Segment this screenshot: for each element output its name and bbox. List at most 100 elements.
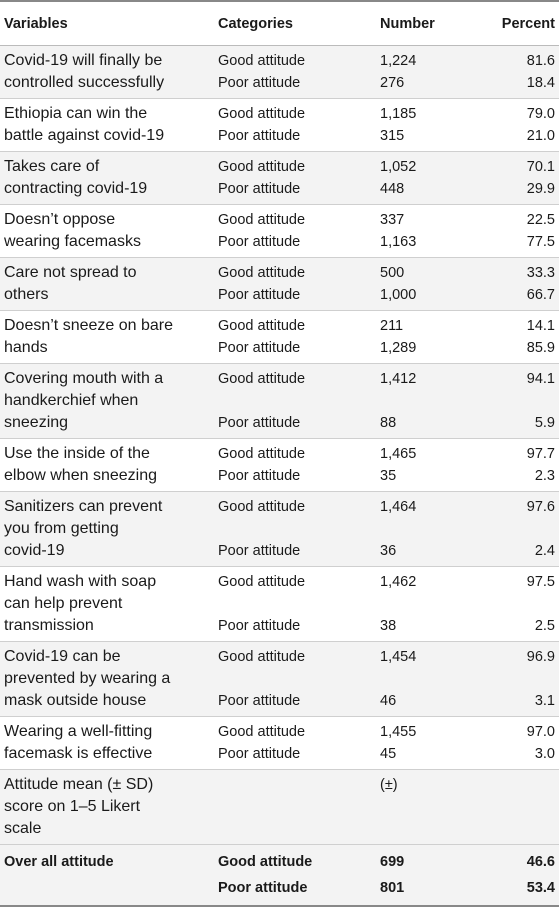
category-group: Good attitude 1,412 94.1 Poor attitude 88 5.9 bbox=[215, 368, 559, 434]
variable-line: Sanitizers can prevent bbox=[4, 498, 163, 515]
category-cell bbox=[215, 774, 378, 796]
percent-cell: 85.9 bbox=[526, 340, 555, 356]
header-variables: Variables bbox=[4, 15, 68, 32]
category-row: Poor attitude 45 3.0 bbox=[215, 743, 559, 765]
category-group: Good attitude 1,464 97.6 Poor attitude 36 2.4 bbox=[215, 496, 559, 562]
percent-cell: 79.0 bbox=[526, 106, 555, 122]
category-cell: Good attitude bbox=[218, 446, 306, 462]
category-cell: Good attitude bbox=[218, 371, 306, 387]
table-row: Sanitizers can prevent you from getting co… bbox=[0, 492, 559, 567]
variable-line: Use the inside of the bbox=[4, 445, 150, 462]
table-row: Care not spread to others Good attitude 500… bbox=[0, 258, 559, 311]
number-cell: 801 bbox=[380, 880, 405, 896]
variable-line: prevented by wearing a bbox=[4, 670, 171, 687]
variable-line: covid-19 bbox=[4, 542, 65, 559]
number-cell: 88 bbox=[380, 415, 397, 431]
number-cell: 500 bbox=[380, 265, 405, 281]
variable-cell: Sanitizers can prevent you from getting co… bbox=[0, 496, 215, 562]
variable-cell: Wearing a well-fitting facemask is effect… bbox=[0, 721, 215, 765]
category-row: Good attitude 1,462 97.5 bbox=[215, 571, 559, 593]
variable-line: battle against covid-19 bbox=[4, 127, 165, 144]
variable-cell: Covid-19 will finally be controlled succe… bbox=[0, 50, 215, 94]
table-header: Variables Categories Number Percent bbox=[0, 0, 559, 46]
percent-cell: 2.4 bbox=[534, 543, 555, 559]
variable-line: can help prevent bbox=[4, 595, 123, 612]
variable-line: you from getting bbox=[4, 520, 119, 537]
category-cell: Poor attitude bbox=[218, 340, 301, 356]
number-cell: 1,462 bbox=[380, 574, 417, 590]
number-cell: 1,464 bbox=[380, 499, 417, 515]
variable-line: mask outside house bbox=[4, 692, 147, 709]
category-group: Good attitude 1,455 97.0 Poor attitude 45 3.0 bbox=[215, 721, 559, 765]
table-row: Wearing a well-fitting facemask is effect… bbox=[0, 717, 559, 770]
variable-line: Wearing a well-fitting bbox=[4, 723, 153, 740]
category-row: Poor attitude 46 3.1 bbox=[215, 690, 559, 712]
variable-line: Covering mouth with a bbox=[4, 370, 164, 387]
variable-cell: Covid-19 can be prevented by wearing a mas… bbox=[0, 646, 215, 712]
number-cell: 699 bbox=[380, 854, 405, 870]
variable-cell: Doesn’t sneeze on bare hands bbox=[0, 315, 215, 359]
table-row: Covering mouth with a handkerchief when sn… bbox=[0, 364, 559, 439]
number-cell: 211 bbox=[380, 318, 404, 334]
variable-line: transmission bbox=[4, 617, 94, 634]
variable-line: scale bbox=[4, 820, 42, 837]
category-cell: Poor attitude bbox=[218, 693, 301, 709]
category-row: Poor attitude 38 2.5 bbox=[215, 615, 559, 637]
variable-cell: Doesn’t oppose wearing facemasks bbox=[0, 209, 215, 253]
category-row: Good attitude 1,224 81.6 bbox=[215, 50, 559, 72]
variable-line: Doesn’t sneeze on bare bbox=[4, 317, 173, 334]
variable-cell: Use the inside of the elbow when sneezing bbox=[0, 443, 215, 487]
percent-cell: 46.6 bbox=[526, 854, 555, 870]
overall-category-row: Over all attitude Good attitude 699 46.6 bbox=[0, 849, 559, 875]
category-row: Good attitude 1,465 97.7 bbox=[215, 443, 559, 465]
percent-cell: 2.3 bbox=[534, 468, 555, 484]
category-cell: Good attitude bbox=[218, 159, 306, 175]
variable-cell: Covering mouth with a handkerchief when sn… bbox=[0, 368, 215, 434]
category-cell: Good attitude bbox=[218, 318, 306, 334]
category-cell: Poor attitude bbox=[218, 543, 301, 559]
category-cell: Good attitude bbox=[218, 574, 306, 590]
header-categories: Categories bbox=[218, 15, 293, 32]
variable-line: facemask is effective bbox=[4, 745, 153, 762]
percent-cell: 14.1 bbox=[526, 318, 555, 334]
percent-cell: 77.5 bbox=[526, 234, 555, 250]
table-row: Doesn’t sneeze on bare hands Good attitude… bbox=[0, 311, 559, 364]
percent-cell: 18.4 bbox=[526, 75, 555, 91]
variable-line: hands bbox=[4, 339, 48, 356]
variable-line: Care not spread to bbox=[4, 264, 137, 281]
percent-cell: 22.5 bbox=[526, 212, 555, 228]
category-row: Good attitude 500 33.3 bbox=[215, 262, 559, 284]
overall-row: Over all attitude Good attitude 699 46.6 Poo… bbox=[0, 845, 559, 907]
variable-cell: Ethiopia can win the battle against covid… bbox=[0, 103, 215, 147]
category-row: Good attitude 1,455 97.0 bbox=[215, 721, 559, 743]
percent-cell: 81.6 bbox=[526, 53, 555, 69]
category-row: Poor attitude 35 2.3 bbox=[215, 465, 559, 487]
percent-cell: 21.0 bbox=[526, 128, 555, 144]
category-group: Good attitude 337 22.5 Poor attitude 1,163 77… bbox=[215, 209, 559, 253]
number-cell: 448 bbox=[380, 181, 405, 197]
category-cell: Poor attitude bbox=[218, 128, 301, 144]
variable-line: Attitude mean (± SD) bbox=[4, 776, 154, 793]
number-cell: 1,163 bbox=[380, 234, 417, 250]
variable-line: wearing facemasks bbox=[4, 233, 141, 250]
category-cell: Good attitude bbox=[218, 499, 306, 515]
number-cell: 1,052 bbox=[380, 159, 417, 175]
variable-line: Ethiopia can win the bbox=[4, 105, 148, 122]
percent-cell bbox=[495, 774, 559, 796]
variable-line: elbow when sneezing bbox=[4, 467, 157, 484]
category-row: Poor attitude 276 18.4 bbox=[215, 72, 559, 94]
category-cell: Poor attitude bbox=[218, 468, 301, 484]
header-percent: Percent bbox=[501, 15, 555, 32]
category-group: Good attitude 1,465 97.7 Poor attitude 35 2.3 bbox=[215, 443, 559, 487]
number-cell: 1,185 bbox=[380, 106, 417, 122]
variable-line: others bbox=[4, 286, 49, 303]
number-cell: 35 bbox=[380, 468, 397, 484]
variable-cell: Takes care of contracting covid-19 bbox=[0, 156, 215, 200]
percent-cell: 97.0 bbox=[526, 724, 555, 740]
number-cell: 1,000 bbox=[380, 287, 417, 303]
category-row: Poor attitude 36 2.4 bbox=[215, 540, 559, 562]
variable-line: Covid-19 will finally be bbox=[4, 52, 163, 69]
percent-cell: 3.1 bbox=[534, 693, 555, 709]
category-group: (±) bbox=[215, 774, 559, 840]
